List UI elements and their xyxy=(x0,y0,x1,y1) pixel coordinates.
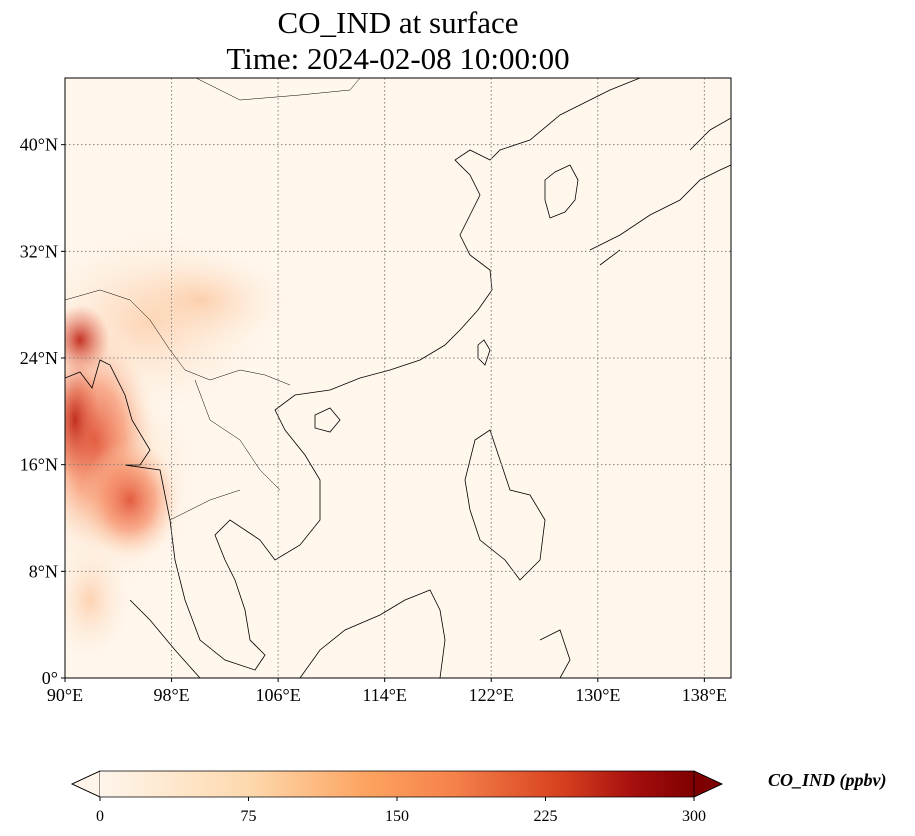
colorbar-title: CO_IND (ppbv) xyxy=(768,770,887,790)
map-title: CO_IND at surface xyxy=(277,5,519,40)
lat-tick-label: 32°N xyxy=(20,241,58,261)
lon-tick-label: 122°E xyxy=(469,685,514,705)
lon-tick-label: 138°E xyxy=(682,685,727,705)
coastline-japan xyxy=(589,117,731,266)
lat-tick-label: 16°N xyxy=(20,455,58,475)
lon-tick-label: 106°E xyxy=(256,685,301,705)
colorbar-extend-high xyxy=(693,770,723,798)
coastline-hainan xyxy=(314,407,341,433)
colorbar-tick-label: 0 xyxy=(96,808,104,825)
lon-tick-label: 114°E xyxy=(362,685,407,705)
map-time: Time: 2024-02-08 10:00:00 xyxy=(226,41,570,76)
coastline-taiwan xyxy=(477,339,491,366)
colorbar-ticks: 0 75 150 225 300 xyxy=(96,797,706,825)
border-lines xyxy=(65,78,361,521)
colorbar-tick-label: 150 xyxy=(385,808,409,825)
gridlines xyxy=(65,78,731,678)
colorbar: 0 75 150 225 300 xyxy=(71,770,723,825)
coastline-sulawesi xyxy=(539,629,571,678)
lat-tick-label: 24°N xyxy=(20,348,58,368)
lat-tick-label: 8°N xyxy=(29,561,58,581)
colorbar-tick-label: 300 xyxy=(682,808,706,825)
lon-tick-label: 98°E xyxy=(153,685,189,705)
colorbar-tick-label: 225 xyxy=(534,808,558,825)
coastline-korea xyxy=(544,164,579,219)
coastline-philippines xyxy=(464,429,546,581)
coastline-sumatra xyxy=(129,599,201,678)
coastline-mainland xyxy=(65,78,641,671)
coastline-borneo xyxy=(299,589,446,678)
latitude-axis: 0° 8°N 16°N 24°N 32°N 40°N xyxy=(20,135,65,688)
concentration-field xyxy=(65,78,731,678)
lon-tick-label: 130°E xyxy=(575,685,620,705)
coastlines xyxy=(65,78,731,678)
longitude-axis: 90°E 98°E 106°E 114°E 122°E 130°E 138°E xyxy=(47,678,727,705)
map-frame xyxy=(64,77,732,679)
colorbar-gradient xyxy=(100,771,694,797)
lat-tick-label: 0° xyxy=(42,668,58,688)
lon-tick-label: 90°E xyxy=(47,685,83,705)
colorbar-extend-low xyxy=(71,770,101,798)
colorbar-tick-label: 75 xyxy=(241,808,257,825)
lat-tick-label: 40°N xyxy=(20,135,58,155)
